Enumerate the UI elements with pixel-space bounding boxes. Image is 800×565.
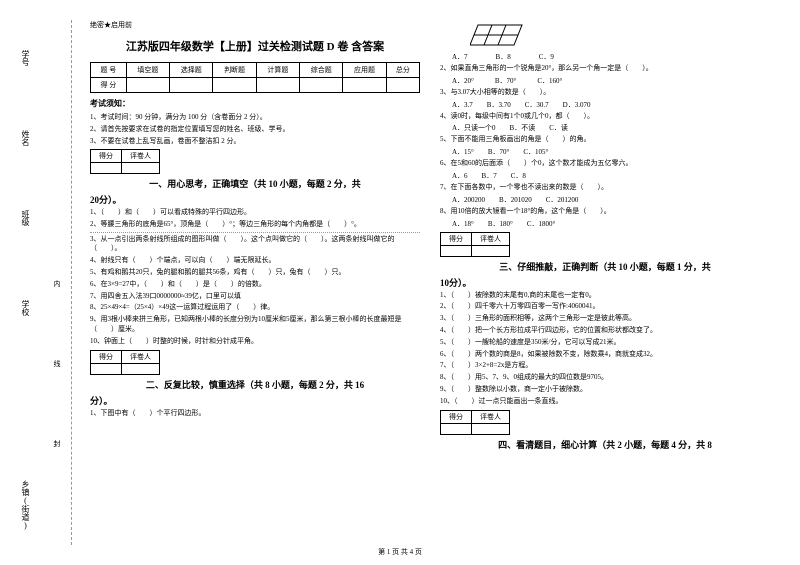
margin-label-name: 姓名 — [20, 130, 31, 146]
binding-margin: 学号 姓名 班级 学校 乡镇(街道) 内 线 封 — [12, 20, 72, 545]
grader-table: 得分评卷人 — [440, 410, 510, 435]
fill-q: 6、在3×9=27中，（ ）和（ ）是（ ）的倍数。 — [90, 280, 420, 290]
margin-label-id: 学号 — [20, 50, 31, 66]
margin-label-class: 班级 — [20, 210, 31, 226]
section-3-suffix: 10分）。 — [440, 276, 770, 289]
choice-q: 2、如果直角三角形的一个锐角是20°，那么另一个角一定是（ ）。 — [440, 64, 770, 74]
grader-table: 得分评卷人 — [90, 149, 160, 174]
margin-text-feng: 封 — [52, 440, 62, 447]
choice-q: 8、用10倍的放大镜看一个18°的角，这个角是（ ）。 — [440, 207, 770, 217]
fill-q: 9、用3根小棒来拼三角形，已知两根小棒的长度分别为10厘米和5厘米，那么第三根小… — [90, 315, 420, 335]
th: 应用题 — [343, 63, 386, 78]
table-row: 题 号 填空题 选择题 判断题 计算题 综合题 应用题 总分 — [91, 63, 420, 78]
notice-item: 3、不要在试卷上乱写乱画，卷面不整洁扣 2 分。 — [90, 136, 420, 146]
choice-q: 6、在5和60的后面添（ ）个0，这个数才能成为五亿零六。 — [440, 159, 770, 169]
th: 综合题 — [300, 63, 343, 78]
parallelogram-diagram — [470, 23, 770, 49]
section-1-title: 一、用心思考，正确填空（共 10 小题，每题 2 分，共 — [90, 177, 420, 190]
judge-q: 6、（ ）两个数的商是8，如果被除数不变，除数乘4，商就变成32。 — [440, 350, 770, 360]
choice-q: 1、下图中有（ ）个平行四边形。 — [90, 409, 420, 419]
exam-title: 江苏版四年级数学【上册】过关检测试题 D 卷 含答案 — [90, 38, 420, 54]
fill-q: 3、从一点引出两条射线所组成的图形叫做（ ）。这个点叫做它的（ ）。这两条射线叫… — [90, 235, 420, 255]
judge-q: 2、（ ）四千零六十万零四百零一写作:4060041。 — [440, 302, 770, 312]
fill-q: 5、有鸡和鹅共20只，兔的腿和鹅的腿共56条，鸡有（ ）只，兔有（ ）只。 — [90, 268, 420, 278]
table-row: 得 分 — [91, 78, 420, 93]
margin-text-xian: 线 — [52, 360, 62, 367]
fill-q: 10、钟面上（ ）时整的时候，时针和分针成平角。 — [90, 337, 420, 347]
score-table: 题 号 填空题 选择题 判断题 计算题 综合题 应用题 总分 得 分 — [90, 62, 420, 93]
secret-label: 绝密★启用前 — [90, 20, 420, 30]
judge-q: 9、（ ）整数除以小数，商一定小于被除数。 — [440, 385, 770, 395]
td: 得分 — [441, 232, 472, 245]
choice-opts: A．15° B．70° C．105° — [452, 147, 770, 157]
notice-title: 考试须知： — [90, 98, 420, 109]
margin-text-nei: 内 — [52, 280, 62, 287]
fill-q: 1、（ ）和（ ）可以看成特殊的平行四边形。 — [90, 208, 420, 218]
th: 总分 — [386, 63, 419, 78]
judge-q: 8、（ ）用5、7、9、0组成的最大的四位数是9705。 — [440, 373, 770, 383]
fill-q: 8、25×49×4=（25×4）×49这一运算过程运用了（ ）律。 — [90, 303, 420, 313]
judge-q: 10、（ ）过一点只能画出一条直线。 — [440, 397, 770, 407]
th: 判断题 — [213, 63, 256, 78]
td: 评卷人 — [472, 232, 510, 245]
right-column: A．7 B．8 C．9 2、如果直角三角形的一个锐角是20°，那么另一个角一定是… — [440, 20, 770, 454]
notice-item: 1、考试时间：90 分钟，满分为 100 分（含卷面分 2 分）。 — [90, 112, 420, 122]
section-1-suffix: 20分）。 — [90, 193, 420, 206]
fill-q: 7、用四舍五入法39口0000000≈39亿，口里可以填 — [90, 292, 420, 302]
margin-label-school: 学校 — [20, 300, 31, 316]
margin-label-town: 乡镇(街道) — [20, 480, 31, 530]
judge-q: 1、（ ）被除数的末尾有0,商的末尾也一定有0。 — [440, 291, 770, 301]
section-2-title: 二、反复比较，慎重选择（共 8 小题，每题 2 分，共 16 — [90, 378, 420, 391]
content-area: 绝密★启用前 江苏版四年级数学【上册】过关检测试题 D 卷 含答案 题 号 填空… — [90, 20, 770, 454]
td: 得分 — [91, 350, 122, 363]
choice-opts: A．6 B．7 C．8 — [452, 171, 770, 181]
page-footer: 第 1 页 共 4 页 — [0, 547, 800, 557]
choice-q: 5、下面不能用三角板画出的角是（ ）的角。 — [440, 135, 770, 145]
td: 评卷人 — [122, 350, 160, 363]
grader-table: 得分评卷人 — [440, 232, 510, 257]
section-4-title: 四、看清题目，细心计算（共 2 小题，每题 4 分，共 8 — [440, 438, 770, 451]
section-3-title: 三、仔细推敲，正确判断（共 10 小题，每题 1 分，共 — [440, 260, 770, 273]
th: 填空题 — [126, 63, 169, 78]
judge-q: 4、（ ）把一个长方形拉成平行四边形，它的位置和形状都改变了。 — [440, 326, 770, 336]
left-column: 绝密★启用前 江苏版四年级数学【上册】过关检测试题 D 卷 含答案 题 号 填空… — [90, 20, 420, 454]
judge-q: 5、（ ）一艘轮船的速度是350米/分，它可以写成21米。 — [440, 338, 770, 348]
td: 得分 — [91, 150, 122, 163]
choice-q: 4、读0时，每级中间有1个0或几个0，都（ ）。 — [440, 112, 770, 122]
td: 得 分 — [91, 78, 127, 93]
choice-opts: A．只读一个0 B．不读 C．读 — [452, 123, 770, 133]
grader-table: 得分评卷人 — [90, 350, 160, 375]
th: 选择题 — [170, 63, 213, 78]
choice-opts: A．20° B．70° C．160° — [452, 76, 770, 86]
choice-q: 7、在下面各数中，一个零也不读出来的数是（ ）。 — [440, 183, 770, 193]
choice-opts: A．7 B．8 C．9 — [452, 52, 770, 62]
td: 得分 — [441, 410, 472, 423]
choice-q: 3、与3.07大小相等的数是（ ）。 — [440, 88, 770, 98]
judge-q: 3、（ ）三角形的面积相等，这两个三角形一定是彼此等高。 — [440, 314, 770, 324]
divider — [90, 232, 420, 233]
choice-opts: A．200200 B．201020 C．201200 — [452, 195, 770, 205]
td: 评卷人 — [472, 410, 510, 423]
choice-opts: A．3.7 B．3.70 C．30.7 D．3.070 — [452, 100, 770, 110]
td: 评卷人 — [122, 150, 160, 163]
fill-q: 2、等腰三角形的底角是65°，顶角是（ ）°；等边三角形的每个内角都是（ ）°。 — [90, 220, 420, 230]
th: 题 号 — [91, 63, 127, 78]
notice-item: 2、请首先按要求在试卷的指定位置填写您的姓名、班级、学号。 — [90, 124, 420, 134]
exam-page: 学号 姓名 班级 学校 乡镇(街道) 内 线 封 绝密★启用前 江苏版四年级数学… — [0, 0, 800, 565]
fill-q: 4、射线只有（ ）个端点，可以向（ ）端无限延长。 — [90, 256, 420, 266]
section-2-suffix: 分）。 — [90, 394, 420, 407]
th: 计算题 — [256, 63, 299, 78]
judge-q: 7、（ ）3×2+8=2x是方程。 — [440, 361, 770, 371]
choice-opts: A．18° B．180° C．1800° — [452, 219, 770, 229]
